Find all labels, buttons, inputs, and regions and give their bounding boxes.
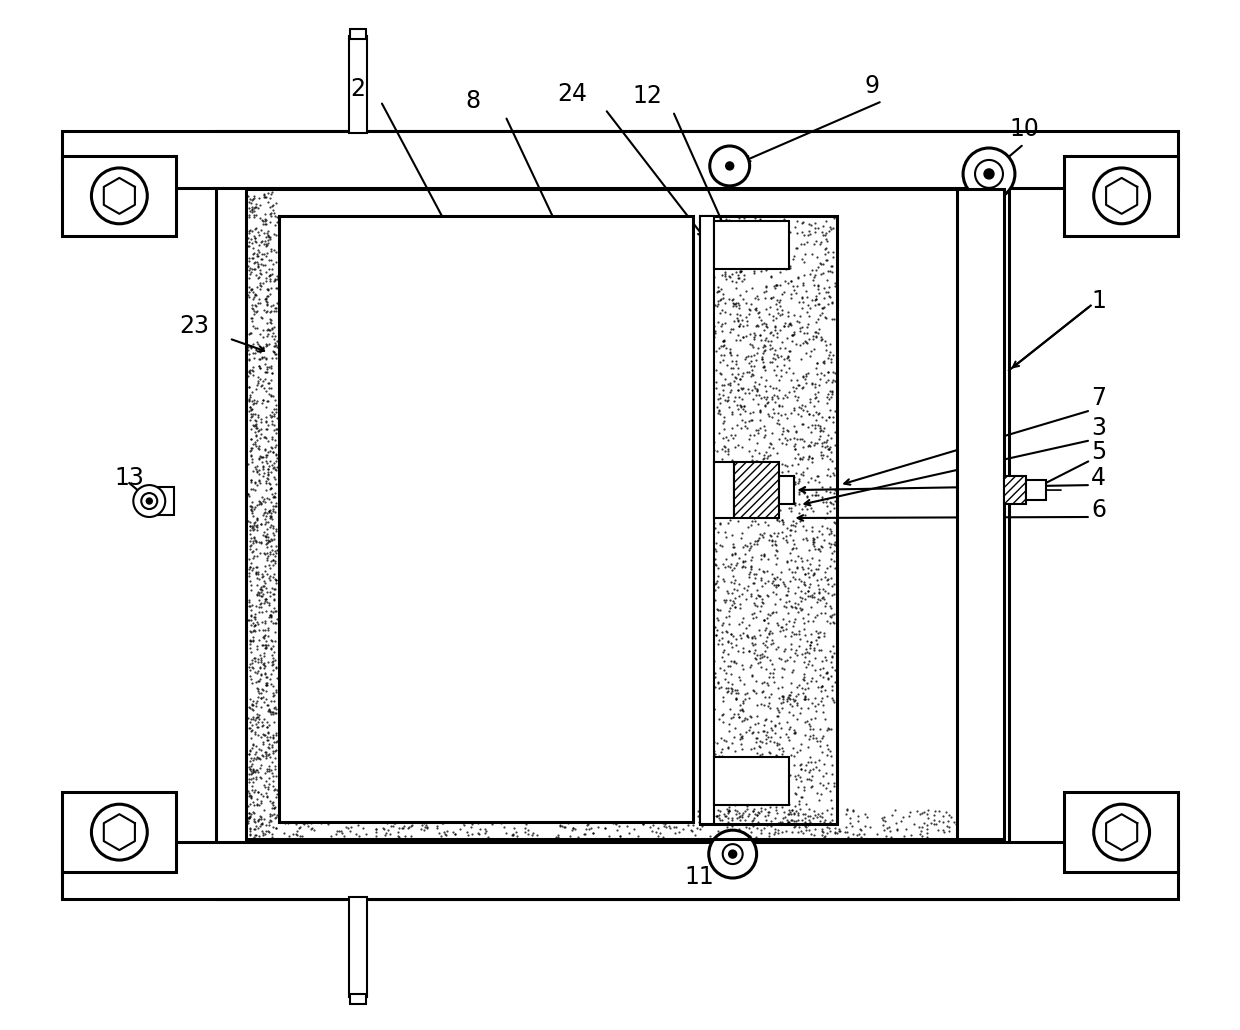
Text: 5: 5 (1091, 440, 1106, 465)
Circle shape (92, 804, 148, 860)
Text: 8: 8 (466, 90, 481, 113)
Bar (714, 757, 789, 805)
Circle shape (963, 148, 1014, 200)
Text: 6: 6 (1091, 499, 1106, 522)
Circle shape (729, 850, 737, 858)
Circle shape (146, 499, 153, 504)
Circle shape (975, 160, 1003, 187)
Bar (246, 188, 963, 839)
Bar (348, 897, 367, 997)
Circle shape (985, 169, 994, 179)
Bar (714, 462, 734, 518)
Bar (348, 36, 367, 133)
Bar (957, 188, 1004, 839)
Text: 9: 9 (864, 74, 880, 98)
Bar (714, 220, 789, 269)
Text: 4: 4 (1091, 467, 1106, 490)
Bar (350, 29, 366, 39)
Bar (350, 994, 366, 1003)
Text: 13: 13 (114, 467, 144, 490)
Text: 3: 3 (1091, 416, 1106, 440)
Circle shape (1094, 804, 1149, 860)
Circle shape (725, 162, 734, 170)
Bar (1004, 476, 1025, 504)
Text: 1: 1 (1091, 288, 1106, 312)
Bar (216, 131, 1009, 899)
Circle shape (134, 485, 165, 517)
Circle shape (709, 830, 756, 878)
Bar (62, 843, 1178, 899)
Circle shape (723, 845, 743, 864)
Circle shape (1094, 168, 1149, 224)
Bar (734, 462, 779, 518)
Text: 7: 7 (1091, 386, 1106, 410)
Bar (1025, 480, 1045, 500)
Bar (699, 216, 714, 824)
Circle shape (92, 168, 148, 224)
Circle shape (709, 146, 750, 185)
Bar (279, 216, 693, 822)
Bar (699, 216, 837, 824)
Text: 24: 24 (557, 82, 587, 106)
Text: 10: 10 (1009, 117, 1039, 141)
Bar (62, 131, 1178, 187)
Circle shape (141, 493, 157, 509)
Bar (62, 792, 176, 872)
Bar (779, 476, 794, 504)
Text: 23: 23 (179, 313, 210, 338)
Bar (1064, 792, 1178, 872)
Bar (62, 156, 176, 236)
Text: 2: 2 (350, 77, 366, 101)
Bar (149, 487, 174, 515)
Text: 11: 11 (684, 865, 714, 889)
Text: 12: 12 (632, 84, 662, 108)
Bar (1064, 156, 1178, 236)
